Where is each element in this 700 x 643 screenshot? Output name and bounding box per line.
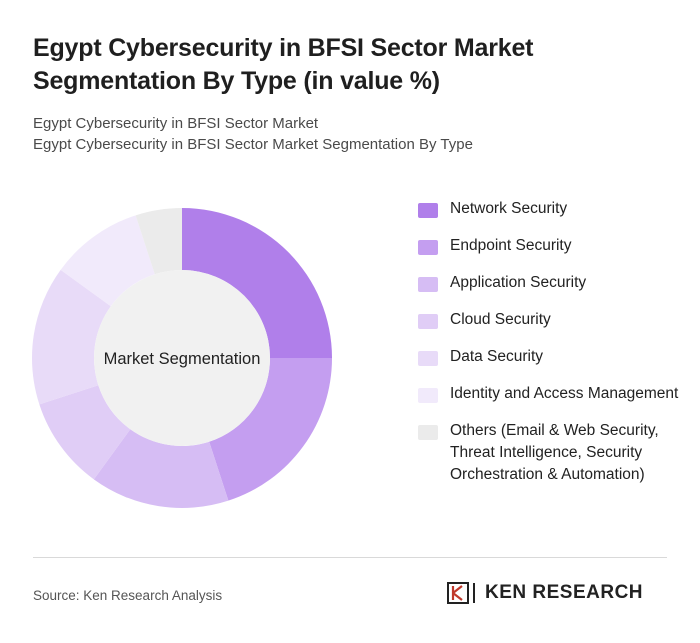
legend-item-0: Network Security [418, 198, 680, 220]
legend-label: Application Security [450, 274, 587, 291]
donut-slice-6 [135, 208, 182, 275]
chart-subtitle: Egypt Cybersecurity in BFSI Sector Marke… [33, 113, 473, 155]
legend-swatch [418, 203, 438, 218]
chart-legend: Network Security Endpoint Security Applica… [418, 198, 680, 501]
legend-label: Cloud Security [450, 311, 551, 328]
donut-chart: Market Segmentation [32, 208, 332, 508]
legend-label: Data Security [450, 348, 544, 365]
legend-item-6: Others (Email & Web Security, Threat Int… [418, 420, 680, 486]
legend-swatch [418, 351, 438, 366]
legend-swatch [418, 240, 438, 255]
legend-item-5: Identity and Access Management [418, 383, 680, 405]
donut-slice-1 [209, 358, 332, 501]
donut-center-label: Market Segmentation [104, 350, 261, 368]
legend-item-2: Application Security [418, 272, 680, 294]
chart-title: Egypt Cybersecurity in BFSI Sector Marke… [33, 34, 534, 95]
subtitle-line-2: Egypt Cybersecurity in BFSI Sector Marke… [33, 136, 473, 153]
source-note: Source: Ken Research Analysis [33, 588, 223, 603]
legend-label: Others (Email & Web Security, Threat Int… [450, 422, 659, 483]
donut-slice-2 [93, 429, 229, 508]
ken-research-logo: KEN RESEARCH [447, 582, 643, 604]
donut-slice-0 [182, 208, 332, 358]
legend-item-4: Data Security [418, 346, 680, 368]
legend-label: Identity and Access Management [450, 385, 679, 402]
subtitle-line-1: Egypt Cybersecurity in BFSI Sector Marke… [33, 115, 319, 132]
donut-hole [94, 270, 270, 446]
donut-slice-3 [39, 385, 131, 480]
brand-name: KEN RESEARCH [485, 582, 644, 603]
brand-divider [473, 583, 475, 603]
legend-swatch [418, 277, 438, 292]
legend-label: Endpoint Security [450, 237, 572, 254]
legend-swatch [418, 425, 438, 440]
donut-slice-5 [60, 215, 155, 307]
legend-item-3: Cloud Security [418, 309, 680, 331]
legend-item-1: Endpoint Security [418, 235, 680, 257]
ken-research-k-icon [447, 582, 469, 604]
donut-slice-4 [32, 269, 111, 405]
footer-divider [33, 557, 667, 558]
legend-swatch [418, 314, 438, 329]
legend-swatch [418, 388, 438, 403]
legend-label: Network Security [450, 200, 568, 217]
